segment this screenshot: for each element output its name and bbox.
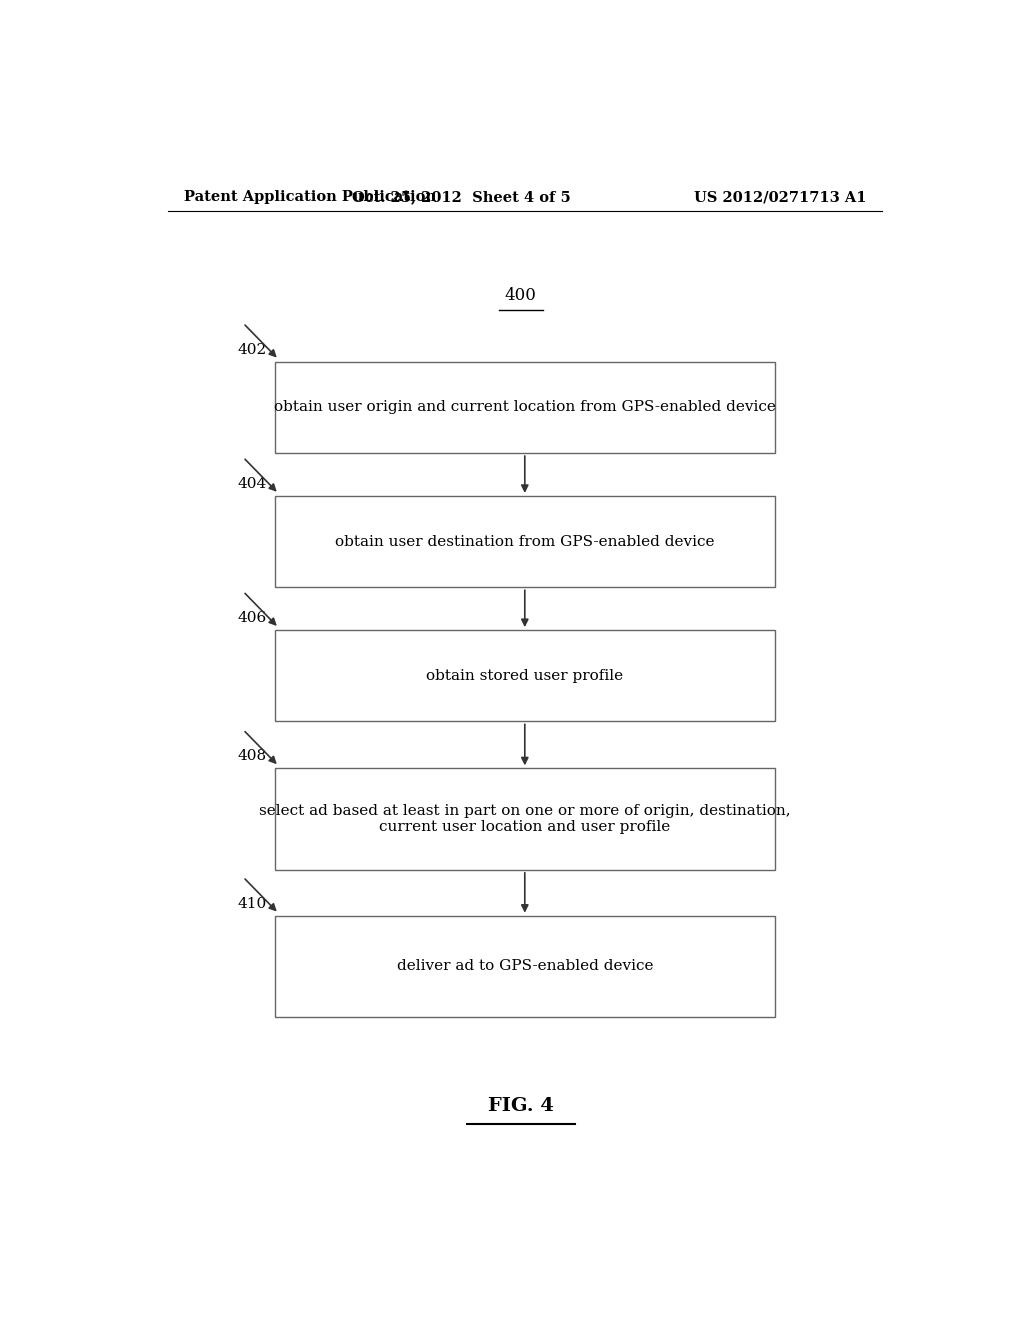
Text: obtain user origin and current location from GPS-enabled device: obtain user origin and current location …	[273, 400, 776, 414]
Text: US 2012/0271713 A1: US 2012/0271713 A1	[693, 190, 866, 205]
Text: select ad based at least in part on one or more of origin, destination,
current : select ad based at least in part on one …	[259, 804, 791, 834]
Text: Oct. 25, 2012  Sheet 4 of 5: Oct. 25, 2012 Sheet 4 of 5	[352, 190, 570, 205]
Text: 400: 400	[505, 288, 537, 304]
Text: 410: 410	[238, 896, 267, 911]
FancyBboxPatch shape	[274, 496, 775, 587]
FancyBboxPatch shape	[274, 916, 775, 1018]
Text: 404: 404	[238, 477, 267, 491]
FancyBboxPatch shape	[274, 630, 775, 722]
FancyBboxPatch shape	[274, 768, 775, 870]
FancyBboxPatch shape	[274, 362, 775, 453]
Text: 402: 402	[238, 343, 267, 356]
Text: FIG. 4: FIG. 4	[487, 1097, 554, 1114]
Text: obtain user destination from GPS-enabled device: obtain user destination from GPS-enabled…	[335, 535, 715, 549]
Text: deliver ad to GPS-enabled device: deliver ad to GPS-enabled device	[396, 960, 653, 973]
Text: obtain stored user profile: obtain stored user profile	[426, 669, 624, 682]
Text: 406: 406	[238, 611, 267, 624]
Text: Patent Application Publication: Patent Application Publication	[183, 190, 435, 205]
Text: 408: 408	[238, 750, 267, 763]
